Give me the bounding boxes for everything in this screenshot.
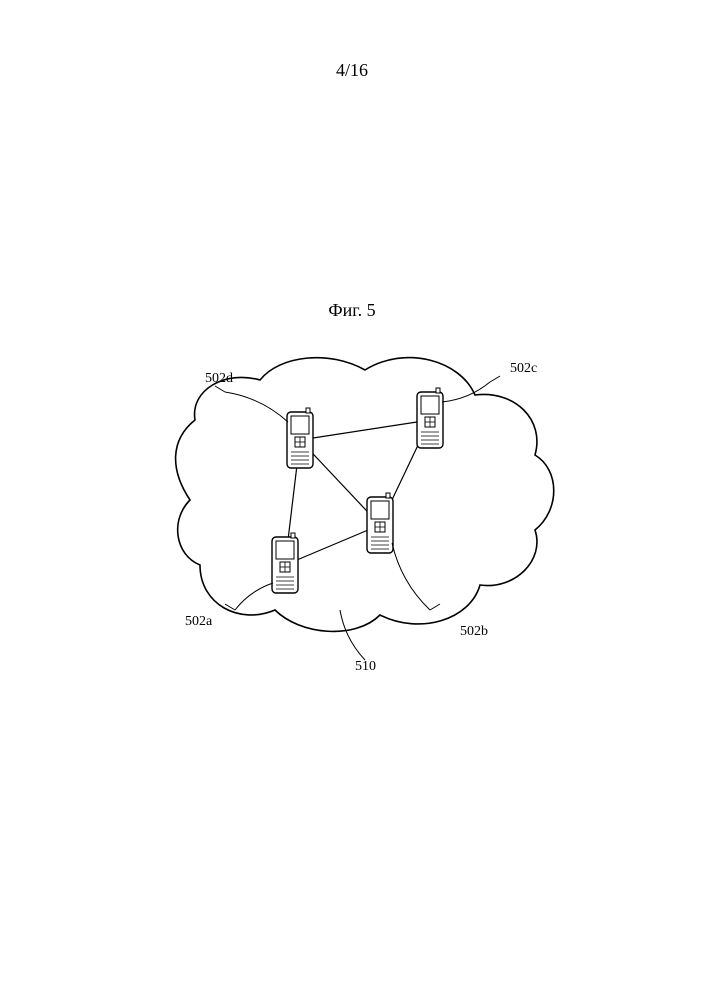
- node-label: 502a: [185, 614, 213, 629]
- label-leader: [225, 392, 288, 422]
- label-leader: [235, 583, 273, 610]
- cloud-boundary: [176, 358, 554, 632]
- label-leader: [340, 610, 365, 660]
- extra-label: 510: [355, 659, 376, 674]
- page-number: 4/16: [0, 60, 704, 81]
- phone-icon: [287, 408, 313, 468]
- edge: [300, 420, 430, 440]
- node-label: 502d: [205, 371, 233, 386]
- label-leader: [392, 543, 430, 610]
- figure-title: Фиг. 5: [0, 300, 704, 321]
- phone-icon: [417, 388, 443, 448]
- phone-icon: [367, 493, 393, 553]
- network-diagram: 502d 502c 502b 502a 510: [130, 350, 570, 690]
- node-label: 502b: [460, 624, 488, 639]
- page: 4/16 Фиг. 5 502d 502c 502b 502a 510: [0, 0, 704, 1000]
- edge: [285, 525, 380, 565]
- node-label: 502c: [510, 361, 537, 376]
- phone-icon: [272, 533, 298, 593]
- diagram-svg: 502d 502c 502b 502a 510: [130, 350, 570, 690]
- label-leader: [442, 382, 490, 402]
